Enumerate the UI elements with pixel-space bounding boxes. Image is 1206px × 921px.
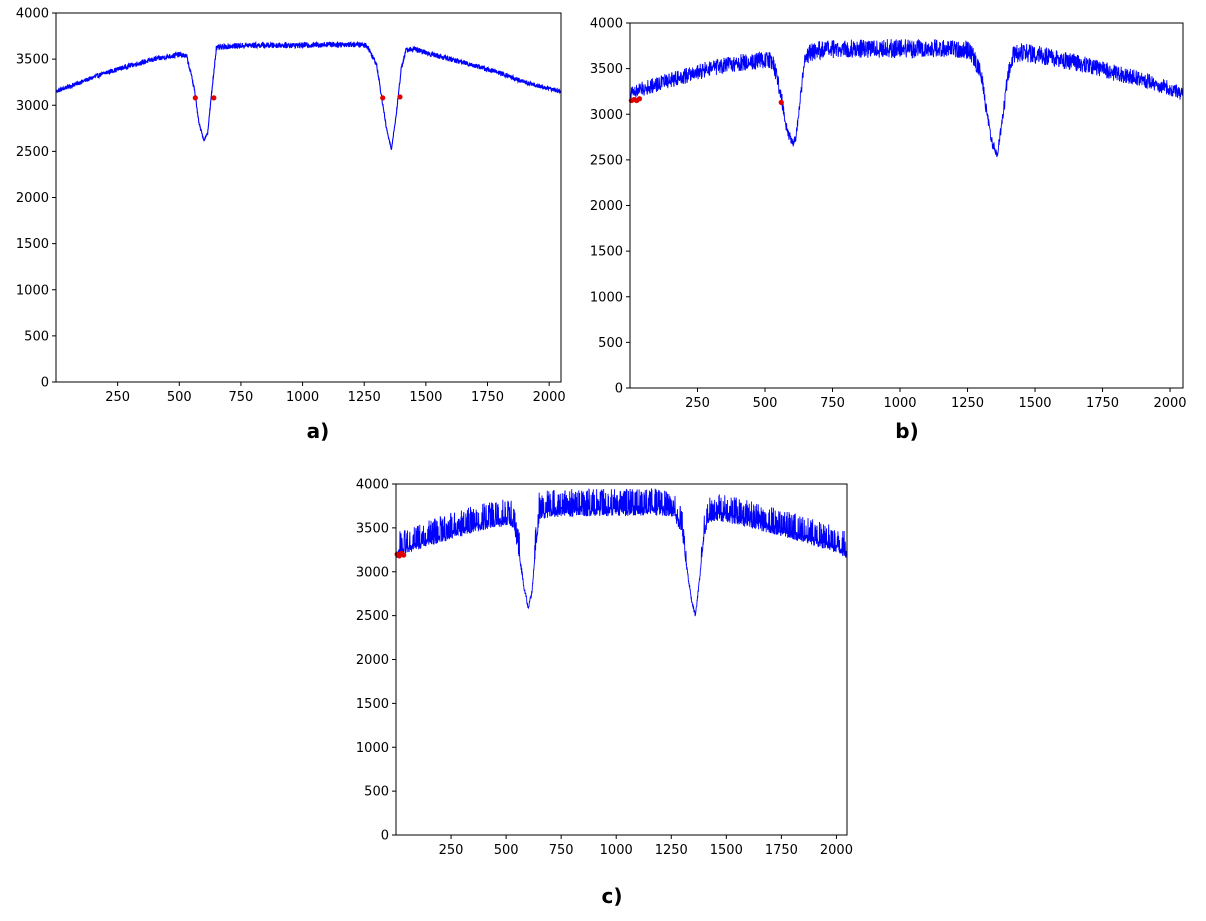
y-tick-label: 4000 <box>16 7 49 22</box>
y-tick-label: 0 <box>615 382 623 397</box>
x-tick-label: 250 <box>439 843 464 858</box>
chart-panel-a: 0 500 1000 1500 2000 2500 3000 3500 4000 250 500 75… <box>16 7 566 444</box>
y-tick-label: 2000 <box>590 199 623 214</box>
marker-point <box>636 96 643 102</box>
y-tick-label: 1500 <box>356 697 389 712</box>
x-tick-label: 1500 <box>710 843 743 858</box>
y-tick-label: 500 <box>364 785 389 800</box>
y-tick-label: 3500 <box>590 62 623 77</box>
x-tick-label: 1250 <box>951 396 984 411</box>
x-tick-label: 750 <box>549 843 574 858</box>
x-tick-label: 1250 <box>655 843 688 858</box>
y-tick-label: 3500 <box>356 521 389 536</box>
x-tick-label: 1750 <box>1086 396 1119 411</box>
marker-point <box>397 94 403 100</box>
x-tick-label: 500 <box>494 843 519 858</box>
y-tick-label: 2000 <box>16 191 49 206</box>
y-tick-label: 1500 <box>16 237 49 252</box>
x-tick-label: 1500 <box>1018 396 1051 411</box>
x-tick-label: 2000 <box>533 390 566 405</box>
x-tick-label: 750 <box>229 390 254 405</box>
y-tick-label: 500 <box>24 329 49 344</box>
x-tick-label: 1750 <box>471 390 504 405</box>
y-tick-label: 500 <box>598 336 623 351</box>
y-tick-label: 4000 <box>356 478 389 493</box>
y-tick-label: 1500 <box>590 245 623 260</box>
x-tick-label: 1000 <box>883 396 916 411</box>
panel-caption: b) <box>895 419 918 443</box>
y-tick-label: 4000 <box>590 17 623 32</box>
y-tick-label: 3500 <box>16 53 49 68</box>
x-tick-label: 1500 <box>409 390 442 405</box>
marker-point <box>778 99 784 105</box>
x-tick-label: 1000 <box>600 843 633 858</box>
series-line <box>630 39 1183 158</box>
x-tick-label: 750 <box>820 396 845 411</box>
y-tick-label: 1000 <box>16 283 49 298</box>
x-tick-label: 1250 <box>348 390 381 405</box>
x-tick-label: 250 <box>105 390 130 405</box>
chart-panel-c: 0 500 1000 1500 2000 2500 3000 3500 4000 250 500 75… <box>356 478 853 909</box>
chart-panel-b: 0 500 1000 1500 2000 2500 3000 3500 4000 250 500 75… <box>590 17 1187 444</box>
y-tick-label: 2500 <box>16 145 49 160</box>
marker-point <box>380 95 386 101</box>
y-tick-label: 1000 <box>590 290 623 305</box>
y-tick-label: 3000 <box>16 99 49 114</box>
marker-point <box>192 95 198 101</box>
panel-caption: c) <box>602 884 623 908</box>
x-tick-label: 1750 <box>765 843 798 858</box>
x-tick-label: 1000 <box>286 390 319 405</box>
series-line <box>396 488 847 617</box>
marker-point <box>401 552 407 558</box>
x-tick-label: 250 <box>685 396 710 411</box>
series-line <box>56 40 561 150</box>
y-tick-label: 0 <box>381 829 389 844</box>
x-tick-label: 2000 <box>820 843 853 858</box>
x-tick-label: 500 <box>167 390 192 405</box>
y-tick-label: 2500 <box>356 609 389 624</box>
marker-point <box>211 95 217 101</box>
y-tick-label: 1000 <box>356 741 389 756</box>
y-tick-label: 0 <box>41 376 49 391</box>
x-tick-label: 2000 <box>1153 396 1186 411</box>
axes-frame <box>395 483 848 836</box>
y-tick-label: 3000 <box>356 565 389 580</box>
x-tick-label: 500 <box>753 396 778 411</box>
y-tick-label: 2500 <box>590 153 623 168</box>
panel-caption: a) <box>307 419 330 443</box>
axes-frame <box>629 22 1184 389</box>
y-tick-label: 2000 <box>356 653 389 668</box>
y-tick-label: 3000 <box>590 108 623 123</box>
